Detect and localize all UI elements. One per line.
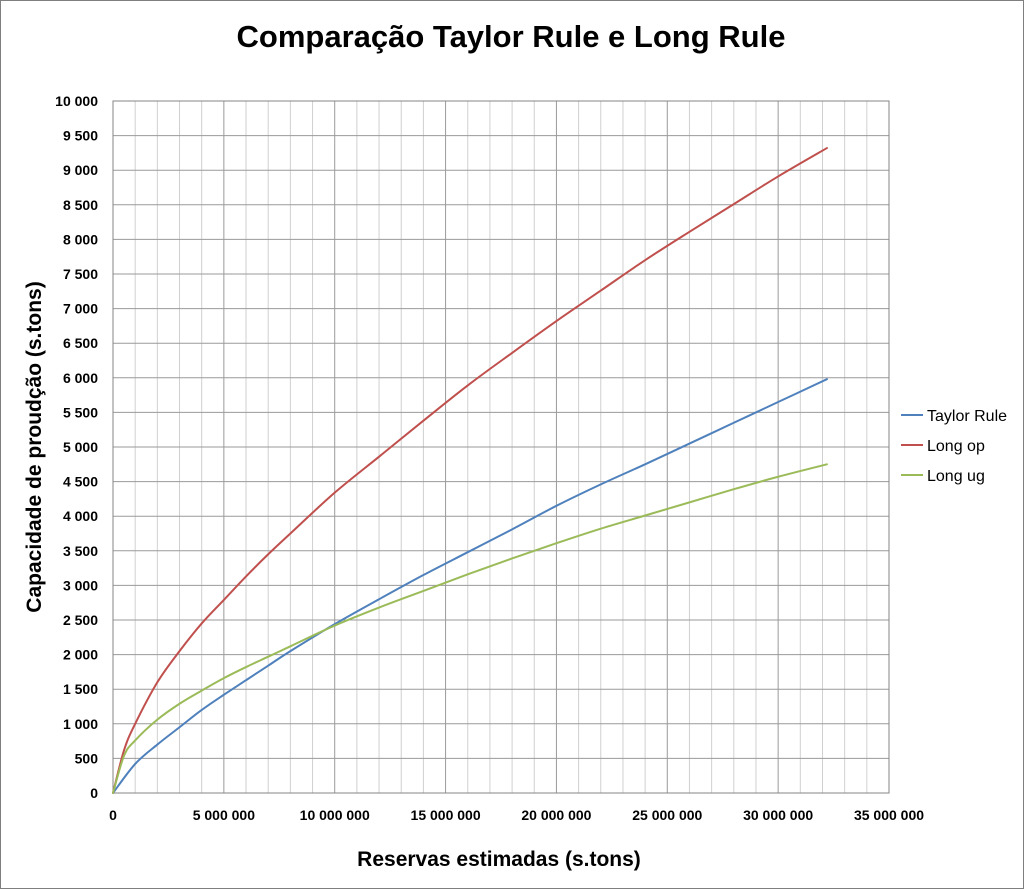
x-tick-label: 20 000 000: [521, 807, 591, 823]
series-line-taylor-rule: [112, 378, 828, 794]
x-tick-label: 0: [109, 807, 117, 823]
x-axis-title: Reservas estimadas (s.tons): [357, 848, 641, 871]
y-tick-label: 500: [75, 750, 99, 766]
y-tick-label: 8 500: [63, 197, 98, 213]
y-tick-label: 8 000: [63, 231, 98, 247]
plot-area-border: [112, 100, 890, 794]
y-tick-label: 0: [90, 785, 98, 801]
x-tick-label: 5 000 000: [193, 807, 255, 823]
chart-title: Comparação Taylor Rule e Long Rule: [237, 19, 786, 54]
legend: Taylor Rule Long op Long ug: [901, 408, 1007, 485]
y-axis-tick-labels: 0 500 1 000 1 500 2 000 2 500 3 000 3 500 4 000 4…: [55, 93, 98, 801]
legend-label-taylor-rule: Taylor Rule: [927, 408, 1007, 425]
y-tick-label: 9 500: [63, 128, 98, 144]
x-tick-label: 25 000 000: [632, 807, 702, 823]
series-line-long-op: [112, 147, 828, 794]
y-tick-label: 2 000: [63, 647, 98, 663]
y-tick-label: 9 000: [63, 162, 98, 178]
series-lines: [112, 147, 828, 794]
x-tick-label: 15 000 000: [411, 807, 481, 823]
y-tick-label: 5 000: [63, 439, 98, 455]
y-tick-label: 5 500: [63, 404, 98, 420]
y-tick-label: 6 500: [63, 335, 98, 351]
legend-label-long-op: Long op: [927, 438, 985, 455]
y-tick-label: 4 500: [63, 474, 98, 490]
y-tick-label: 3 000: [63, 577, 98, 593]
y-tick-label: 7 500: [63, 266, 98, 282]
y-tick-label: 3 500: [63, 543, 98, 559]
y-tick-label: 1 500: [63, 681, 98, 697]
x-axis-tick-labels: 0 5 000 000 10 000 000 15 000 000 20 000 000…: [109, 807, 924, 823]
y-tick-label: 7 000: [63, 301, 98, 317]
major-gridlines: [112, 100, 890, 794]
x-tick-label: 35 000 000: [854, 807, 924, 823]
x-tick-label: 30 000 000: [743, 807, 813, 823]
legend-label-long-ug: Long ug: [927, 468, 985, 485]
y-axis-title: Capacidade de proudção (s.tons): [23, 281, 46, 612]
y-tick-label: 4 000: [63, 508, 98, 524]
series-line-long-ug: [112, 463, 828, 794]
y-tick-label: 1 000: [63, 716, 98, 732]
x-tick-label: 10 000 000: [300, 807, 370, 823]
y-tick-label: 10 000: [55, 93, 98, 109]
y-tick-label: 6 000: [63, 370, 98, 386]
y-tick-label: 2 500: [63, 612, 98, 628]
